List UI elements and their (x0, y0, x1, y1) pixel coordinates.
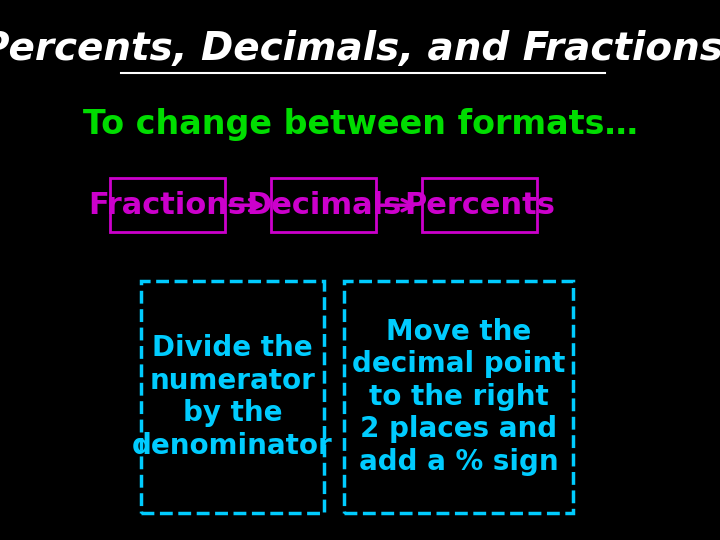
FancyBboxPatch shape (271, 178, 376, 232)
FancyBboxPatch shape (344, 281, 573, 513)
Text: To change between formats…: To change between formats… (83, 107, 637, 141)
FancyBboxPatch shape (423, 178, 537, 232)
Text: Percents: Percents (404, 191, 555, 220)
Text: Divide the
numerator
by the
denominator: Divide the numerator by the denominator (132, 334, 333, 460)
Text: Decimals: Decimals (246, 191, 401, 220)
FancyBboxPatch shape (110, 178, 225, 232)
Text: Fractions: Fractions (89, 191, 246, 220)
Text: Percents, Decimals, and Fractions:: Percents, Decimals, and Fractions: (0, 30, 720, 68)
Text: Move the
decimal point
to the right
2 places and
add a % sign: Move the decimal point to the right 2 pl… (352, 318, 566, 476)
FancyBboxPatch shape (141, 281, 323, 513)
